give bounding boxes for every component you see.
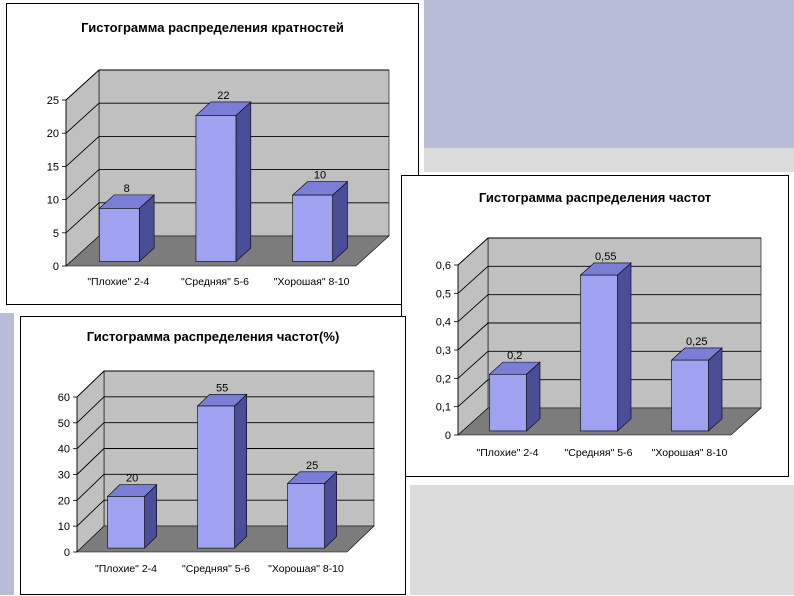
gridline xyxy=(76,396,374,424)
gridline xyxy=(457,379,761,408)
data-label: 22 xyxy=(217,90,229,102)
y-tick-label: 15 xyxy=(47,161,59,173)
y-tick-label: 10 xyxy=(47,195,59,207)
side-wall xyxy=(65,69,100,267)
gridline xyxy=(457,322,761,351)
chart-svg: 0 5 10 15 20 25 8 "Плохие" 2-4 22 "Средняя" 5-6 10… xyxy=(47,69,390,288)
category-label: "Плохие" 2-4 xyxy=(87,276,149,288)
y-tick-label: 20 xyxy=(58,495,70,507)
gridline xyxy=(457,237,761,266)
y-tick-label: 50 xyxy=(58,418,70,430)
background-gray-band xyxy=(424,148,794,172)
data-label: 20 xyxy=(126,473,138,485)
bar xyxy=(195,115,237,262)
chart-panel-frequencies-percent: Гистограмма распределения частот(%) 0 10 2… xyxy=(20,316,406,595)
data-label: 25 xyxy=(306,460,318,472)
gridline xyxy=(76,422,374,449)
bar xyxy=(197,405,235,549)
gridline xyxy=(76,448,374,475)
background-gray-block xyxy=(410,485,794,595)
category-label: "Хорошая" 8-10 xyxy=(652,447,728,459)
category-label: "Средняя" 5-6 xyxy=(181,276,249,288)
bar xyxy=(287,483,325,549)
y-tick-label: 30 xyxy=(58,470,70,482)
bar xyxy=(107,496,145,549)
data-label: 0,25 xyxy=(686,336,707,348)
gridline xyxy=(76,499,374,527)
data-label: 8 xyxy=(124,183,130,195)
category-label: "Средняя" 5-6 xyxy=(565,447,633,459)
gridline xyxy=(457,265,761,294)
background-left-strip xyxy=(0,313,14,595)
y-tick-label: 10 xyxy=(58,521,70,533)
y-tick-label: 0,1 xyxy=(436,402,451,414)
bar-side xyxy=(235,101,252,263)
y-tick-label: 0 xyxy=(53,261,59,273)
bar-side xyxy=(708,347,723,432)
category-label: "Хорошая" 8-10 xyxy=(274,276,350,288)
y-tick-label: 0,6 xyxy=(436,260,451,272)
y-tick-label: 60 xyxy=(58,392,70,404)
y-tick-label: 40 xyxy=(58,444,70,456)
category-label: "Хорошая" 8-10 xyxy=(268,563,344,575)
chart-title: Гистограмма распределения частот xyxy=(478,190,712,205)
y-tick-label: 0 xyxy=(64,547,70,559)
y-tick-label: 0 xyxy=(445,430,451,442)
chart-panel-multiplicities: Гистограмма распределения кратностей 0 5 1… xyxy=(6,3,419,305)
category-label: "Плохие" 2-4 xyxy=(476,447,538,459)
bar-side xyxy=(617,262,632,432)
y-tick-label: 0,4 xyxy=(436,317,451,329)
bar xyxy=(489,373,527,432)
y-tick-label: 0,2 xyxy=(436,373,451,385)
y-tick-label: 0,5 xyxy=(436,288,451,300)
chart-svg: 0 0,1 0,2 0,3 0,4 0,5 0,6 0,2 "Плохие" 2-4 0,55 "С… xyxy=(436,237,762,459)
y-tick-label: 0,3 xyxy=(436,345,451,357)
bar xyxy=(292,194,333,262)
gridline xyxy=(457,350,761,379)
chart-svg: 0 10 20 30 40 50 60 20 "Плохие" 2-4 55 "Средняя" 5… xyxy=(58,370,375,575)
y-tick-label: 5 xyxy=(53,228,59,240)
bar-side xyxy=(324,471,338,549)
gridline xyxy=(65,135,389,167)
data-label: 55 xyxy=(216,382,228,394)
gridline xyxy=(76,370,374,398)
chart-title: Гистограмма распределения частот(%) xyxy=(86,329,340,344)
bar xyxy=(671,359,709,432)
data-label: 0,2 xyxy=(507,350,522,362)
gridline xyxy=(457,294,761,323)
gridline xyxy=(76,473,374,501)
category-label: "Средняя" 5-6 xyxy=(182,563,250,575)
background-blue-block xyxy=(424,0,794,148)
gridline xyxy=(65,102,389,134)
bar xyxy=(580,274,618,432)
data-label: 0,55 xyxy=(595,251,616,263)
gridline xyxy=(65,69,389,101)
data-label: 10 xyxy=(314,170,326,182)
category-label: "Плохие" 2-4 xyxy=(95,563,157,575)
y-tick-label: 25 xyxy=(47,95,59,107)
chart-panel-frequencies: Гистограмма распределения частот 0 0,1 0,2… xyxy=(401,175,789,477)
chart-title: Гистограмма распределения кратностей xyxy=(81,20,344,35)
bar-side xyxy=(234,393,247,549)
gridline xyxy=(65,169,389,200)
bar-side xyxy=(332,180,348,263)
bar xyxy=(98,208,140,262)
y-tick-label: 20 xyxy=(47,128,59,140)
